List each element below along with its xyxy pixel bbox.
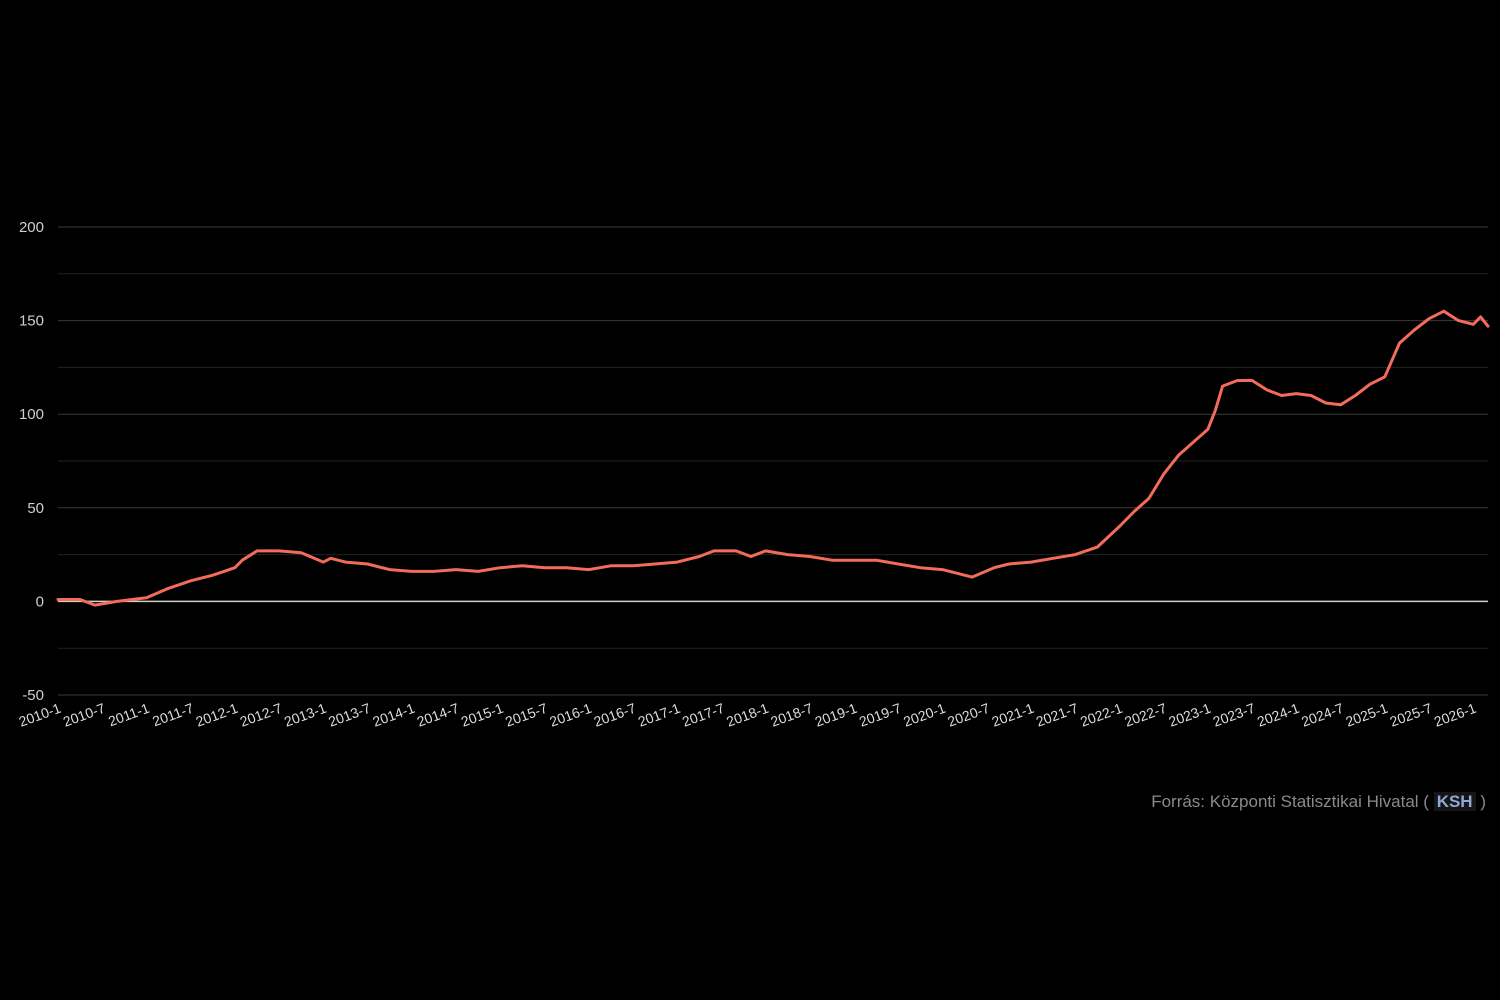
x-tick-label: 2023-1 [1166,700,1213,730]
y-tick-label: 200 [19,219,44,236]
x-tick-label: 2026-1 [1432,700,1479,730]
x-tick-label: 2019-1 [813,700,860,730]
x-tick-label: 2020-1 [901,700,948,730]
x-tick-label: 2012-7 [238,700,285,730]
y-tick-label: -50 [22,687,44,704]
y-axis-ticks: -50 0 50 100 150 200 [19,219,44,704]
x-tick-label: 2011-7 [150,700,196,730]
x-tick-label: 2025-7 [1388,700,1435,730]
x-tick-label: 2015-1 [459,700,506,730]
series [56,309,1490,607]
x-axis-ticks: 2010-12010-72011-12011-72012-12012-72013… [17,700,1479,730]
source-link-ksh[interactable]: KSH [1433,792,1476,811]
x-tick-label: 2024-1 [1255,700,1302,730]
x-tick-label: 2022-1 [1078,700,1125,730]
x-tick-label: 2021-7 [1034,700,1081,730]
source-prefix: Forrás: Központi Statisztikai Hivatal ( [1151,792,1429,811]
x-tick-label: 2018-7 [768,700,815,730]
x-tick-label: 2010-1 [17,700,64,730]
x-tick-label: 2021-1 [990,700,1037,730]
x-tick-label: 2014-1 [370,700,417,730]
x-tick-label: 2016-7 [592,700,639,730]
x-tick-label: 2020-7 [945,700,992,730]
source-note: Forrás: Központi Statisztikai Hivatal ( … [1151,792,1486,812]
series-line [56,309,1490,607]
x-tick-label: 2019-7 [857,700,904,730]
x-tick-label: 2017-7 [680,700,727,730]
x-tick-label: 2025-1 [1343,700,1390,730]
grid [58,226,1488,696]
x-tick-label: 2016-1 [547,700,594,730]
x-tick-label: 2015-7 [503,700,550,730]
x-tick-label: 2013-7 [326,700,373,730]
x-tick-label: 2011-1 [106,700,152,730]
source-suffix: ) [1480,792,1486,811]
x-tick-label: 2013-1 [282,700,329,730]
y-tick-label: 150 [19,313,44,330]
x-tick-label: 2012-1 [193,700,240,730]
y-tick-label: 100 [19,406,44,423]
x-tick-label: 2022-7 [1122,700,1169,730]
x-tick-label: 2014-7 [415,700,462,730]
x-tick-label: 2024-7 [1299,700,1346,730]
y-tick-label: 50 [27,500,44,517]
x-tick-label: 2018-1 [724,700,771,730]
x-tick-label: 2017-1 [636,700,683,730]
x-tick-label: 2023-7 [1211,700,1258,730]
y-tick-label: 0 [36,593,44,610]
x-tick-label: 2010-7 [61,700,108,730]
